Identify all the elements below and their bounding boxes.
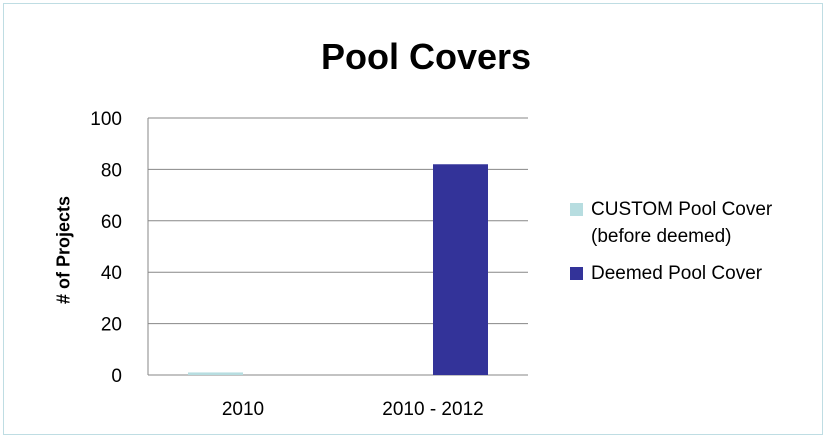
y-tick-label: 40 <box>101 263 122 284</box>
y-tick-label: 100 <box>90 109 122 130</box>
legend-label-custom-line-1: CUSTOM Pool Cover <box>591 199 773 220</box>
legend-label-custom: CUSTOM Pool Cover (before deemed) <box>591 196 772 250</box>
x-tick-label: 2010 - 2012 <box>382 399 483 420</box>
y-tick-label: 20 <box>101 315 122 336</box>
legend-item-custom: CUSTOM Pool Cover (before deemed) <box>570 196 772 250</box>
bar <box>188 372 243 375</box>
bar <box>433 164 488 375</box>
legend-label-deemed: Deemed Pool Cover <box>591 263 763 284</box>
legend-swatch-custom <box>570 203 583 216</box>
legend-item-deemed: Deemed Pool Cover <box>570 260 772 287</box>
chart-frame <box>3 3 823 435</box>
legend-label-custom-line-2: (before deemed) <box>591 226 732 247</box>
y-tick-label: 60 <box>101 212 122 233</box>
legend-swatch-deemed <box>570 267 583 280</box>
chart-title: Pool Covers <box>320 36 532 77</box>
x-tick-label: 2010 <box>222 399 264 420</box>
legend: CUSTOM Pool Cover (before deemed) Deemed… <box>570 196 772 297</box>
y-tick-label: 0 <box>111 366 122 387</box>
y-tick-label: 80 <box>101 160 122 181</box>
